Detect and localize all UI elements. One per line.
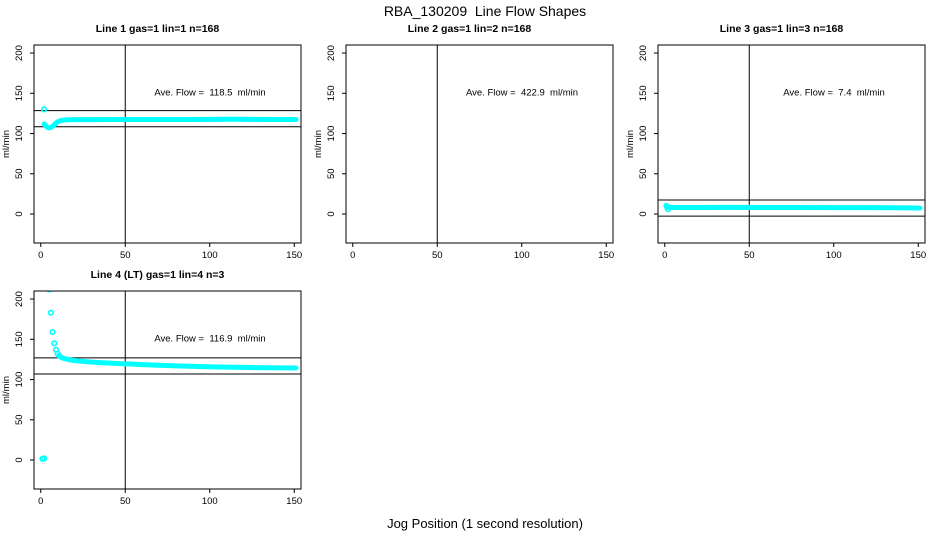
plot-area-line-2: 0 50 100 150 0 50 100 150 200 ml/min — [313, 44, 614, 261]
y-axis-label: ml/min — [1, 130, 12, 158]
y-tick-label: 100 — [638, 126, 649, 142]
y-tick-label: 50 — [14, 168, 25, 179]
subplot-4-title: Line 4 (LT) gas=1 lin=4 n=3 — [90, 269, 225, 281]
x-tick-label: 0 — [662, 250, 667, 261]
x-tick-label: 50 — [120, 250, 131, 261]
plot-box — [33, 290, 302, 490]
data-layer — [34, 45, 301, 243]
subplot-line-2: Line 2 gas=1 lin=2 n=168 0 50 100 150 0 50 100… — [312, 20, 624, 266]
x-tick-label: 150 — [910, 250, 926, 261]
y-tick-label: 200 — [326, 45, 337, 61]
data-layer — [34, 291, 301, 489]
x-tick-label: 50 — [744, 250, 755, 261]
plot-area-line-1: 0 50 100 150 0 50 100 150 200 ml/min — [1, 44, 302, 261]
y-tick-label: 100 — [14, 126, 25, 142]
flow-data-point — [41, 106, 48, 113]
flow-data-band — [56, 353, 299, 371]
flow-data-band — [663, 204, 923, 211]
subplot-3-title: Line 3 gas=1 lin=3 n=168 — [719, 23, 844, 35]
y-tick-label: 200 — [14, 45, 25, 61]
flow-data-point — [41, 455, 48, 462]
y-tick-label: 200 — [14, 291, 25, 307]
y-tick-label: 150 — [14, 331, 25, 347]
x-tick-label: 50 — [120, 496, 131, 507]
y-axis-label: ml/min — [1, 376, 12, 404]
x-tick-label: 0 — [38, 250, 43, 261]
y-tick-label: 150 — [14, 85, 25, 101]
flow-data-point — [56, 352, 63, 359]
x-tick-label: 150 — [286, 496, 302, 507]
plot-box — [345, 44, 614, 244]
figure-title: RBA_130209 Line Flow Shapes — [383, 3, 587, 19]
flow-data-point — [47, 309, 54, 316]
subplot-line-4: Line 4 (LT) gas=1 lin=4 n=3 0 50 100 150 0 50… — [0, 266, 312, 512]
flow-data-band — [41, 116, 299, 131]
y-tick-label: 0 — [14, 457, 25, 462]
subplot-1-title: Line 1 gas=1 lin=1 n=168 — [95, 23, 220, 35]
y-tick-label: 50 — [638, 168, 649, 179]
y-tick-label: 150 — [638, 85, 649, 101]
x-tick-label: 100 — [202, 496, 218, 507]
x-tick-label: 50 — [432, 250, 443, 261]
y-tick-label: 0 — [14, 211, 25, 216]
y-tick-label: 150 — [326, 85, 337, 101]
data-layer — [658, 45, 925, 243]
x-tick-label: 150 — [598, 250, 614, 261]
x-tick-label: 100 — [514, 250, 530, 261]
flow-data-point — [46, 291, 52, 293]
x-tick-label: 0 — [350, 250, 355, 261]
y-tick-label: 0 — [638, 211, 649, 216]
y-tick-label: 50 — [14, 414, 25, 425]
plot-box — [657, 44, 926, 244]
subplot-line-1: Line 1 gas=1 lin=1 n=168 0 50 100 150 0 50 100… — [0, 20, 312, 266]
subplot-2-title: Line 2 gas=1 lin=2 n=168 — [407, 23, 532, 35]
x-axis-label: Jog Position (1 second resolution) — [387, 516, 583, 531]
ave-flow-annotation-2: Ave. Flow = 422.9 ml/min — [465, 87, 579, 99]
flow-data-point — [51, 340, 58, 347]
flow-data-point — [49, 328, 56, 336]
ave-flow-annotation-4: Ave. Flow = 116.9 ml/min — [154, 333, 266, 345]
ave-flow-annotation-3: Ave. Flow = 7.4 ml/min — [783, 87, 885, 99]
y-axis-label: ml/min — [313, 130, 324, 158]
ave-flow-annotation-1: Ave. Flow = 118.5 ml/min — [154, 87, 266, 99]
y-tick-label: 0 — [326, 211, 337, 216]
y-axis-label: ml/min — [625, 130, 636, 158]
y-tick-label: 200 — [638, 45, 649, 61]
x-tick-label: 100 — [826, 250, 842, 261]
x-tick-label: 150 — [286, 250, 302, 261]
y-tick-label: 100 — [14, 372, 25, 388]
subplot-line-3: Line 3 gas=1 lin=3 n=168 0 50 100 150 0 50 100… — [624, 20, 936, 266]
y-tick-label: 100 — [326, 126, 337, 142]
x-tick-label: 0 — [38, 496, 43, 507]
data-layer — [436, 45, 438, 243]
plot-area-line-3: 0 50 100 150 0 50 100 150 200 ml/min — [625, 44, 926, 261]
plot-area-line-4: 0 50 100 150 0 50 100 150 200 ml/min — [1, 290, 302, 507]
plot-box — [33, 44, 302, 244]
flow-data-point — [665, 206, 672, 213]
x-tick-label: 100 — [202, 250, 218, 261]
y-tick-label: 50 — [326, 168, 337, 179]
